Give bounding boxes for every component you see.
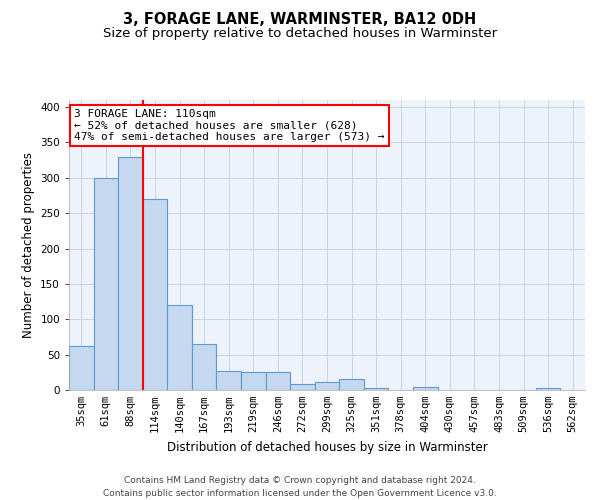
Bar <box>339 380 364 390</box>
Bar <box>217 371 241 390</box>
Bar <box>315 382 339 390</box>
Y-axis label: Number of detached properties: Number of detached properties <box>22 152 35 338</box>
X-axis label: Distribution of detached houses by size in Warminster: Distribution of detached houses by size … <box>167 440 487 454</box>
Bar <box>536 388 560 390</box>
Bar <box>364 388 388 390</box>
Bar <box>241 372 266 390</box>
Text: 3 FORAGE LANE: 110sqm
← 52% of detached houses are smaller (628)
47% of semi-det: 3 FORAGE LANE: 110sqm ← 52% of detached … <box>74 108 385 142</box>
Bar <box>413 387 437 390</box>
Text: 3, FORAGE LANE, WARMINSTER, BA12 0DH: 3, FORAGE LANE, WARMINSTER, BA12 0DH <box>124 12 476 28</box>
Bar <box>118 156 143 390</box>
Bar <box>266 372 290 390</box>
Text: Size of property relative to detached houses in Warminster: Size of property relative to detached ho… <box>103 28 497 40</box>
Bar <box>94 178 118 390</box>
Bar <box>69 346 94 390</box>
Bar <box>143 199 167 390</box>
Text: Contains HM Land Registry data © Crown copyright and database right 2024.
Contai: Contains HM Land Registry data © Crown c… <box>103 476 497 498</box>
Bar <box>290 384 315 390</box>
Bar <box>192 344 217 390</box>
Bar <box>167 305 192 390</box>
